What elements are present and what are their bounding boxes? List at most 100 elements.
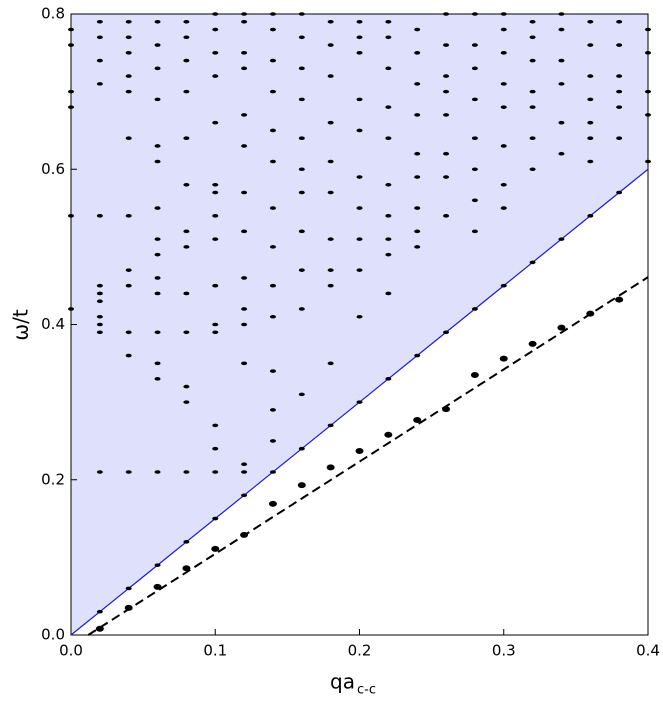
data-point [558, 82, 565, 86]
x-tick-label: 0.0 [59, 642, 83, 660]
y-axis-label: ω/t [9, 309, 33, 340]
data-point [269, 283, 276, 288]
data-point [183, 229, 190, 234]
data-point [385, 35, 392, 40]
x-axis-label-subscript: c-c [357, 683, 376, 698]
data-point [558, 237, 565, 241]
data-point [212, 74, 219, 78]
data-point [68, 89, 74, 94]
data-point [471, 97, 478, 102]
data-point [125, 268, 132, 272]
data-point [269, 369, 276, 373]
data-point [298, 392, 305, 397]
data-point [183, 400, 190, 404]
data-point [125, 330, 132, 335]
data-point [471, 198, 478, 203]
data-point [443, 214, 450, 218]
data-point [183, 89, 190, 94]
data-point [298, 12, 305, 16]
data-point [153, 583, 162, 590]
data-point [125, 353, 132, 358]
data-point [183, 19, 190, 24]
data-point [68, 27, 74, 32]
data-point [212, 51, 219, 55]
data-point [154, 470, 161, 474]
data-point [414, 206, 421, 210]
data-point [385, 66, 392, 71]
data-point [616, 105, 623, 109]
data-point [385, 237, 392, 241]
data-point [414, 353, 421, 358]
data-point [414, 175, 421, 179]
data-point [356, 314, 363, 319]
data-point [529, 58, 536, 63]
data-point [269, 245, 276, 249]
data-point [500, 27, 507, 32]
data-point [183, 245, 190, 249]
data-point [528, 340, 537, 347]
data-point [385, 19, 392, 24]
data-point [269, 128, 276, 133]
data-point [356, 175, 363, 179]
data-point [241, 19, 248, 24]
data-point [616, 43, 623, 47]
data-point [125, 586, 132, 591]
data-point [96, 299, 103, 304]
data-point [298, 97, 305, 102]
data-point [154, 19, 161, 24]
data-point [327, 268, 334, 272]
data-point [212, 190, 219, 195]
data-point [212, 322, 219, 327]
data-point [587, 19, 594, 24]
data-point [557, 324, 566, 331]
data-point [183, 136, 190, 140]
data-point [154, 66, 161, 71]
data-point [356, 400, 363, 404]
data-point [96, 58, 103, 63]
data-point [529, 167, 536, 172]
data-point [298, 136, 305, 140]
data-point [413, 416, 422, 423]
data-point [269, 439, 276, 443]
data-point [269, 408, 276, 412]
data-point [385, 252, 392, 257]
data-point [529, 19, 536, 24]
data-point [471, 12, 478, 16]
data-point [385, 182, 392, 187]
data-point [471, 136, 478, 140]
y-tick-label: 0.4 [41, 315, 65, 333]
data-point [587, 159, 594, 164]
data-point [241, 276, 248, 280]
data-point [414, 245, 421, 249]
data-point [616, 89, 623, 94]
data-point [211, 545, 220, 552]
data-point [298, 35, 305, 40]
data-point [154, 377, 161, 381]
data-point [212, 423, 219, 428]
data-point [500, 182, 507, 187]
data-point [183, 384, 190, 389]
data-point [212, 120, 219, 125]
data-point [356, 268, 363, 272]
data-point [241, 12, 248, 16]
data-point [529, 105, 536, 109]
data-point [327, 283, 334, 288]
x-axis-label: qa [330, 670, 355, 694]
data-point [471, 43, 478, 47]
data-point [645, 89, 651, 94]
data-point [68, 43, 74, 47]
data-point [443, 12, 450, 16]
data-point [645, 159, 651, 164]
data-point [298, 446, 305, 451]
data-point [183, 330, 190, 335]
data-point [645, 113, 651, 117]
data-point [327, 120, 334, 125]
data-point [212, 283, 219, 288]
data-point [558, 151, 565, 156]
data-point [96, 330, 103, 335]
data-point [500, 144, 507, 148]
y-tick-label: 0.2 [41, 470, 65, 488]
data-point [241, 493, 248, 498]
